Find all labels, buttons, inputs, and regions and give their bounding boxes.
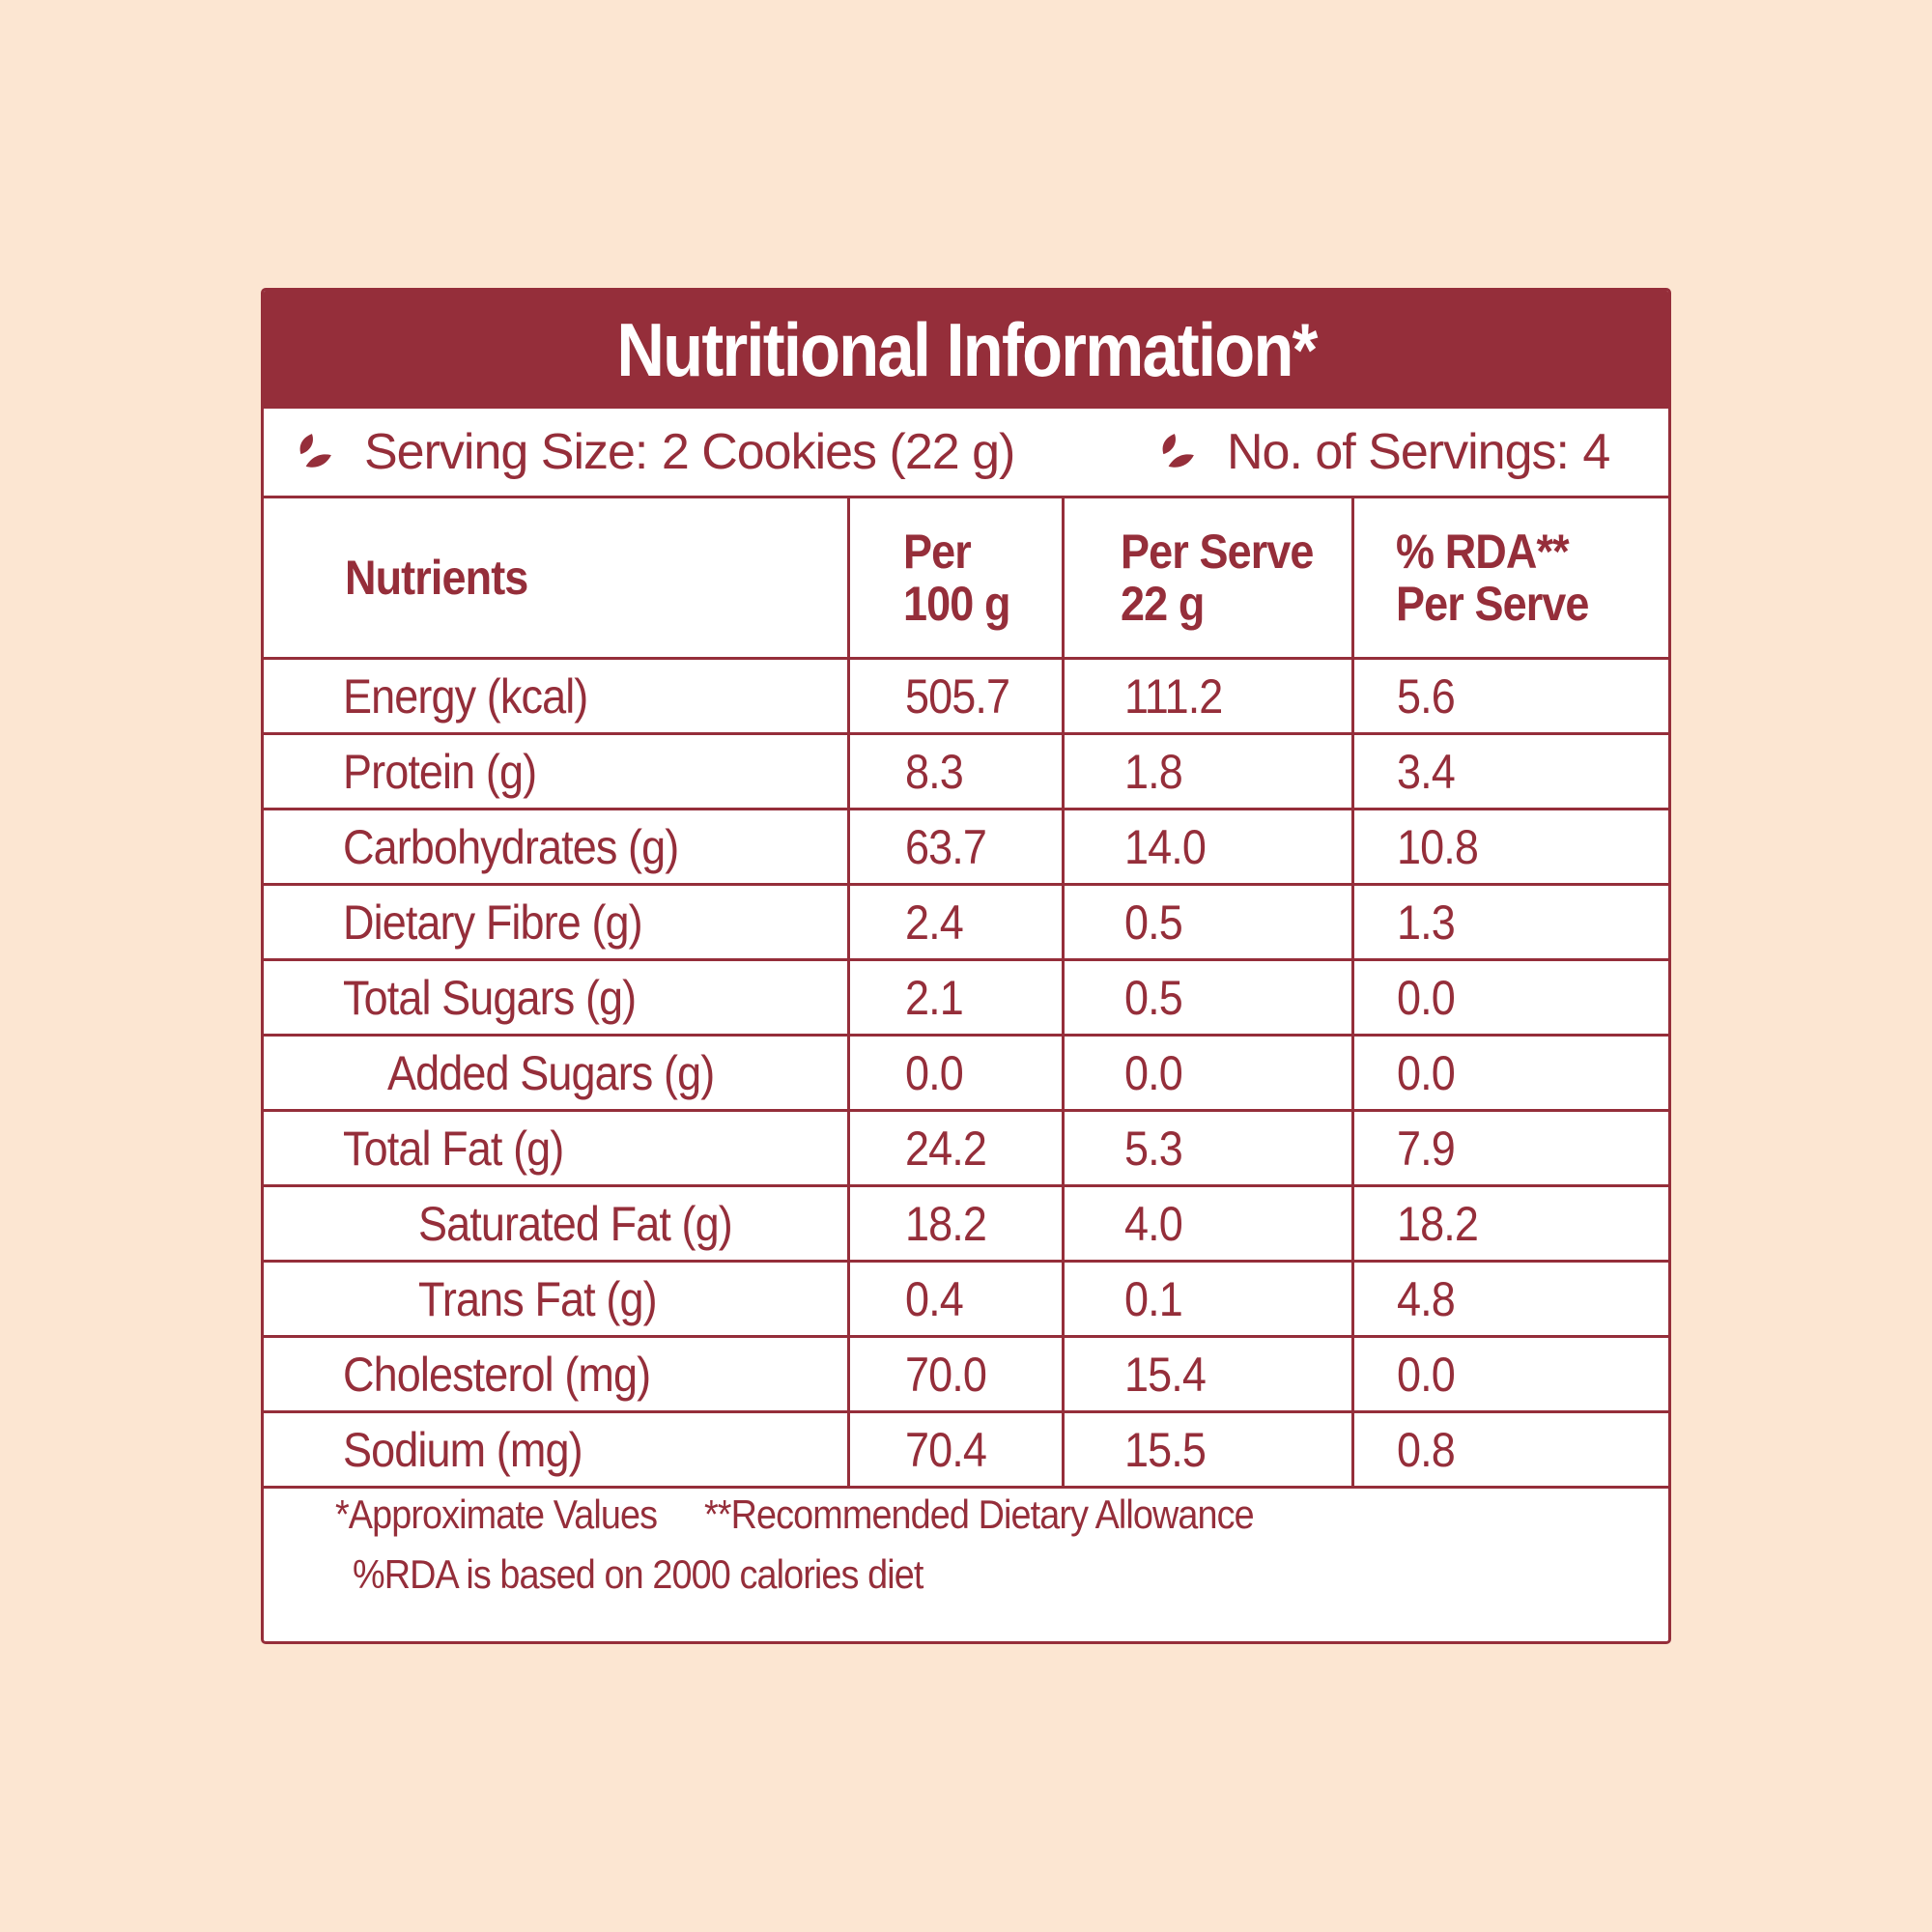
value-per-serve: 111.2	[1063, 658, 1354, 735]
value-per-serve: 1.8	[1063, 733, 1354, 810]
table-row: Saturated Fat (g) 18.2 4.0 18.2	[264, 1185, 1668, 1263]
table-row: Carbohydrates (g) 63.7 14.0 10.8	[264, 809, 1668, 886]
value-per-serve: 0.5	[1063, 959, 1354, 1037]
nutrient-name: Added Sugars (g)	[264, 1035, 850, 1112]
nutrient-name: Cholesterol (mg)	[264, 1336, 850, 1413]
table-row: Sodium (mg) 70.4 15.5 0.8	[264, 1411, 1668, 1489]
table-row: Energy (kcal) 505.7 111.2 5.6	[264, 658, 1668, 735]
footnote-basis: %RDA is based on 2000 calories diet	[353, 1551, 923, 1597]
header-per-serve: Per Serve 22 g	[1063, 498, 1354, 660]
nutrition-panel: Nutritional Information* Serving Size: 2…	[261, 288, 1671, 1644]
table-row: Total Fat (g) 24.2 5.3 7.9	[264, 1110, 1668, 1187]
title-bar: Nutritional Information*	[264, 291, 1668, 409]
servings-count: No. of Servings: 4	[1155, 409, 1610, 496]
value-rda: 4.8	[1352, 1261, 1668, 1338]
header-rda: % RDA** Per Serve	[1352, 498, 1668, 660]
value-rda: 3.4	[1352, 733, 1668, 810]
value-per-100g: 18.2	[848, 1185, 1065, 1263]
value-per-100g: 0.0	[848, 1035, 1065, 1112]
nutrient-name: Energy (kcal)	[264, 658, 850, 735]
serving-size: Serving Size: 2 Cookies (22 g)	[293, 409, 1016, 496]
value-per-serve: 0.5	[1063, 884, 1354, 961]
page-title: Nutritional Information*	[615, 306, 1318, 392]
table-header-row: Nutrients Per 100 g Per Serve 22 g % RDA…	[264, 498, 1668, 660]
nutrition-table: Nutrients Per 100 g Per Serve 22 g % RDA…	[264, 498, 1668, 1489]
nutrient-name: Sodium (mg)	[264, 1411, 850, 1489]
value-per-100g: 505.7	[848, 658, 1065, 735]
value-per-serve: 4.0	[1063, 1185, 1354, 1263]
nutrient-name: Carbohydrates (g)	[264, 809, 850, 886]
nutrient-name: Dietary Fibre (g)	[264, 884, 850, 961]
footnote-approximate: *Approximate Values	[335, 1492, 658, 1537]
header-per-100g: Per 100 g	[848, 498, 1065, 660]
value-per-100g: 2.1	[848, 959, 1065, 1037]
value-per-serve: 15.4	[1063, 1336, 1354, 1413]
value-per-serve: 14.0	[1063, 809, 1354, 886]
value-rda: 1.3	[1352, 884, 1668, 961]
value-rda: 7.9	[1352, 1110, 1668, 1187]
value-rda: 0.0	[1352, 1035, 1668, 1112]
value-rda: 10.8	[1352, 809, 1668, 886]
serving-info-row: Serving Size: 2 Cookies (22 g) No. of Se…	[264, 409, 1668, 498]
value-per-100g: 70.0	[848, 1336, 1065, 1413]
value-per-100g: 63.7	[848, 809, 1065, 886]
leaf-icon	[299, 434, 331, 468]
value-rda: 5.6	[1352, 658, 1668, 735]
value-per-serve: 0.1	[1063, 1261, 1354, 1338]
leaf-icon	[1162, 434, 1194, 468]
value-per-serve: 5.3	[1063, 1110, 1354, 1187]
value-per-100g: 8.3	[848, 733, 1065, 810]
value-per-serve: 15.5	[1063, 1411, 1354, 1489]
header-nutrients: Nutrients	[264, 498, 850, 660]
nutrient-name: Trans Fat (g)	[264, 1261, 850, 1338]
table-row: Protein (g) 8.3 1.8 3.4	[264, 733, 1668, 810]
nutrient-name: Total Sugars (g)	[264, 959, 850, 1037]
table-row: Added Sugars (g) 0.0 0.0 0.0	[264, 1035, 1668, 1112]
value-rda: 0.8	[1352, 1411, 1668, 1489]
value-rda: 0.0	[1352, 1336, 1668, 1413]
servings-count-value: 4	[1582, 424, 1610, 480]
footnote-rda: **Recommended Dietary Allowance	[704, 1492, 1255, 1537]
value-per-serve: 0.0	[1063, 1035, 1354, 1112]
table-row: Dietary Fibre (g) 2.4 0.5 1.3	[264, 884, 1668, 961]
value-per-100g: 24.2	[848, 1110, 1065, 1187]
serving-size-value: 2 Cookies (22 g)	[661, 424, 1016, 480]
servings-count-label: No. of Servings:	[1227, 424, 1570, 480]
nutrient-name: Total Fat (g)	[264, 1110, 850, 1187]
serving-size-label: Serving Size:	[364, 424, 648, 480]
nutrient-name: Saturated Fat (g)	[264, 1185, 850, 1263]
value-per-100g: 70.4	[848, 1411, 1065, 1489]
value-rda: 18.2	[1352, 1185, 1668, 1263]
table-row: Cholesterol (mg) 70.0 15.4 0.0	[264, 1336, 1668, 1413]
value-rda: 0.0	[1352, 959, 1668, 1037]
value-per-100g: 0.4	[848, 1261, 1065, 1338]
value-per-100g: 2.4	[848, 884, 1065, 961]
table-row: Total Sugars (g) 2.1 0.5 0.0	[264, 959, 1668, 1037]
nutrient-name: Protein (g)	[264, 733, 850, 810]
table-row: Trans Fat (g) 0.4 0.1 4.8	[264, 1261, 1668, 1338]
